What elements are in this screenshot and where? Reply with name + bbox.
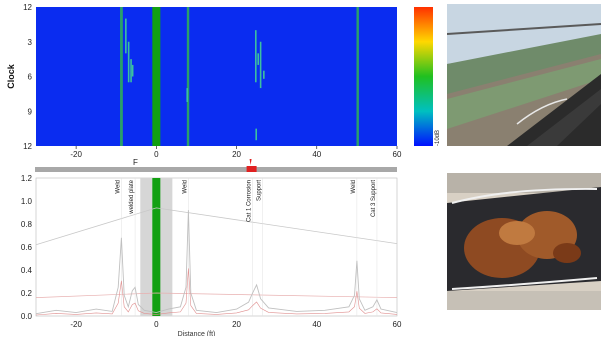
line-y-tick-label: 0.8 [21, 220, 33, 229]
line-x-tick-label: -20 [70, 320, 82, 329]
threshold-line [35, 207, 398, 246]
heatmap-y-axis-label: Clock [6, 63, 16, 89]
scrubber-track [35, 167, 397, 172]
line-y-tick-label: 0.4 [21, 266, 33, 275]
line-x-tick-label: 0 [154, 320, 159, 329]
line-x-tick-label: 20 [232, 320, 241, 329]
colorbar: -10dB [414, 7, 441, 146]
heatmap-indication [186, 88, 189, 102]
line-chart-plot-area [35, 177, 398, 317]
feature-label: welded plate [129, 179, 135, 214]
heatmap-band [186, 7, 190, 146]
heatmap-x-tick-label: 20 [232, 150, 241, 159]
clock-heatmap: -20 0 20 40 60 12 3 6 9 12 Clock [6, 3, 402, 159]
heatmap-band [356, 7, 359, 146]
heatmap-indication [125, 18, 127, 54]
heatmap-x-tick-label: 40 [312, 150, 321, 159]
colorbar-label: -10dB [435, 130, 441, 146]
feature-label: Cat 3 Support [371, 180, 377, 217]
heatmap-y-tick-label: 12 [23, 3, 32, 12]
heatmap-indication [127, 41, 130, 83]
line-x-tick-label: 60 [393, 320, 402, 329]
heatmap-indication [255, 128, 258, 141]
colorbar-scale [414, 7, 433, 146]
heatmap-x-tick-label: 60 [393, 150, 402, 159]
feature-label: Weld [182, 180, 188, 194]
heatmap-indication [130, 59, 132, 83]
feature-label: Cat 1 Corrosion [247, 180, 253, 222]
feature-label: Weld [115, 180, 121, 194]
heatmap-y-tick-label: 3 [28, 38, 33, 47]
position-scrubber[interactable]: F [35, 158, 397, 172]
heatmap-indication [255, 30, 257, 83]
pipeline-photo [447, 4, 601, 146]
line-y-tick-label: 0.6 [21, 243, 33, 252]
scrubber-pointer [249, 159, 252, 165]
signal-envelope [35, 210, 398, 315]
amplitude-line-chart: Weld welded plate Weld Cat 1 Corrosion Suppo… [21, 174, 402, 338]
scrubber-handle [246, 166, 257, 172]
corrosion-photo [447, 173, 601, 310]
heatmap-band [120, 7, 123, 146]
line-y-tick-label: 0.0 [21, 312, 33, 321]
line-y-tick-label: 1.2 [21, 174, 33, 183]
highlight-band [152, 178, 161, 316]
feature-label: Weld [351, 180, 357, 194]
heatmap-indication [259, 41, 262, 89]
heatmap-background [36, 7, 397, 146]
heatmap-y-tick-label: 6 [28, 73, 33, 82]
heatmap-band [152, 7, 161, 146]
lower-threshold-line [35, 292, 398, 298]
heatmap-y-tick-label: 9 [28, 107, 33, 116]
line-x-axis-label: Distance (ft) [178, 331, 216, 336]
heatmap-x-tick-label: -20 [70, 150, 82, 159]
heatmap-x-tick-label: 0 [154, 150, 159, 159]
line-y-tick-label: 0.2 [21, 289, 33, 298]
feature-label: Support [257, 180, 263, 201]
heatmap-indication [263, 70, 265, 79]
line-y-tick-label: 1.0 [21, 197, 33, 206]
line-x-tick-label: 40 [312, 320, 321, 329]
signal-trace [35, 268, 398, 316]
heatmap-indication [131, 64, 134, 77]
scrubber-label: F [133, 158, 138, 167]
heatmap-indication [257, 53, 260, 65]
heatmap-y-tick-label: 12 [23, 142, 32, 151]
